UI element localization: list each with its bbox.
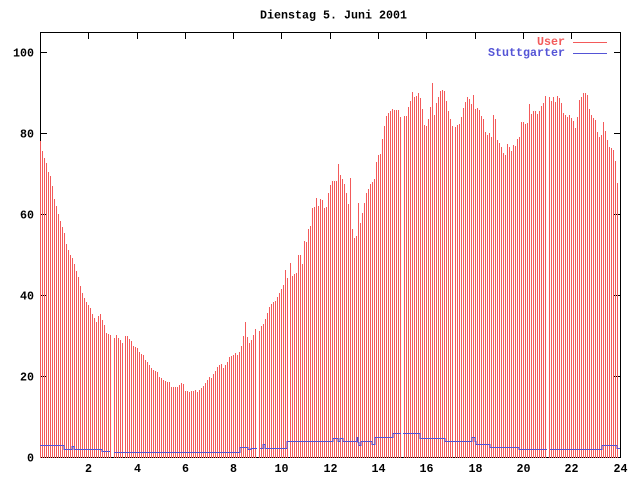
svg-text:14: 14: [372, 462, 386, 476]
svg-text:Dienstag 5. Juni 2001: Dienstag 5. Juni 2001: [260, 8, 407, 22]
svg-text:2: 2: [85, 462, 92, 476]
svg-text:0: 0: [27, 452, 34, 466]
svg-text:8: 8: [230, 462, 237, 476]
svg-text:20: 20: [20, 371, 34, 385]
svg-text:4: 4: [134, 462, 141, 476]
svg-text:10: 10: [275, 462, 289, 476]
svg-text:24: 24: [614, 462, 628, 476]
svg-text:22: 22: [565, 462, 579, 476]
svg-text:User: User: [537, 35, 565, 49]
svg-text:100: 100: [13, 47, 34, 61]
svg-text:Stuttgarter: Stuttgarter: [488, 46, 565, 60]
svg-text:16: 16: [420, 462, 434, 476]
svg-text:20: 20: [517, 462, 531, 476]
svg-text:6: 6: [182, 462, 189, 476]
svg-text:60: 60: [20, 209, 34, 223]
svg-text:12: 12: [324, 462, 338, 476]
svg-text:18: 18: [469, 462, 483, 476]
svg-text:40: 40: [20, 290, 34, 304]
svg-text:80: 80: [20, 128, 34, 142]
